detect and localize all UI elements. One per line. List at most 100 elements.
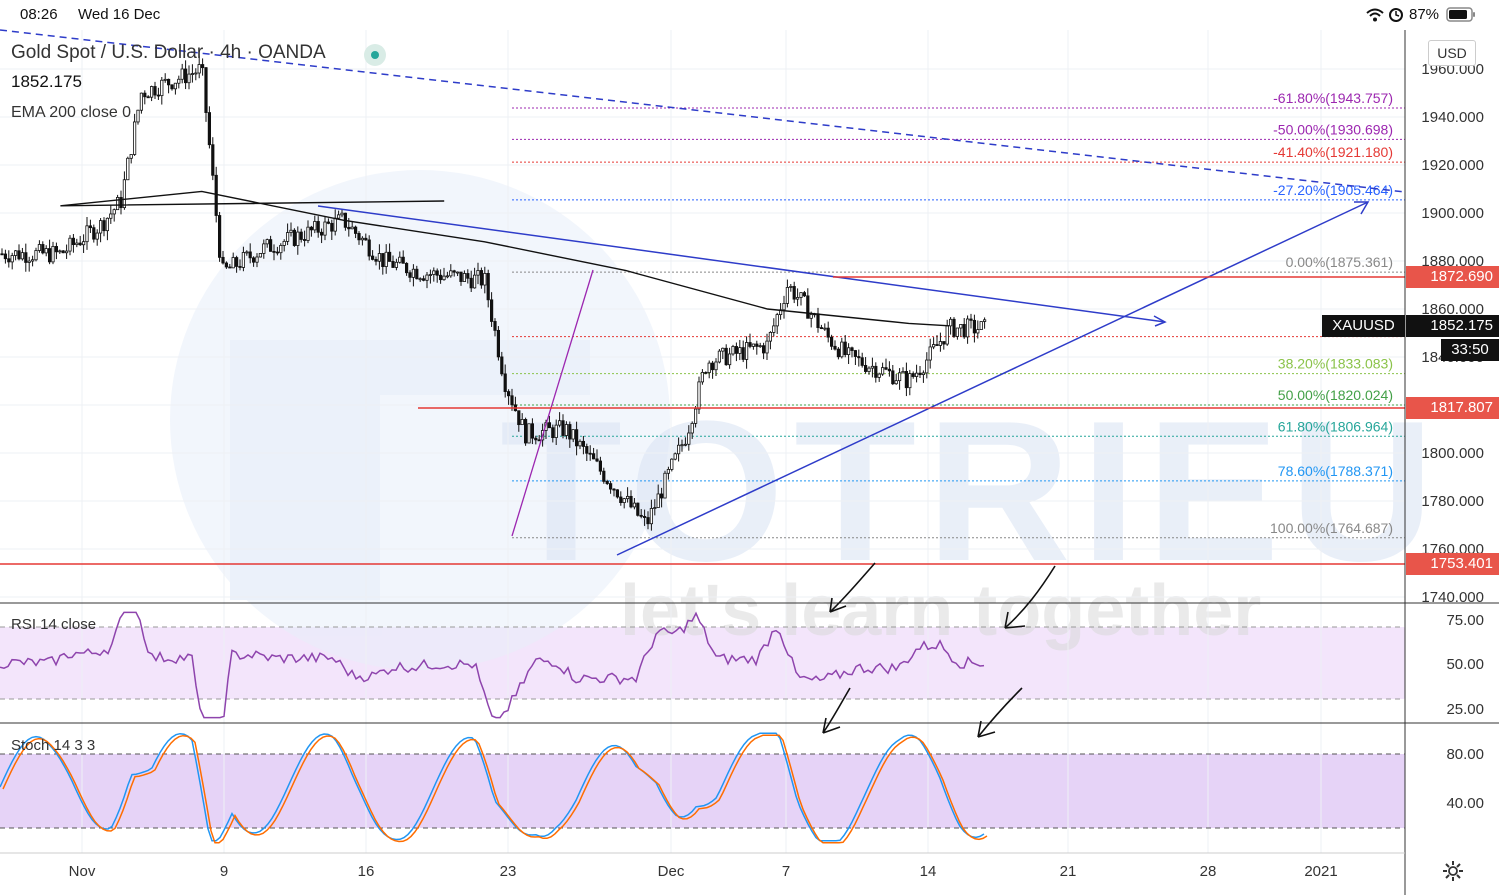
candle-body [833, 345, 837, 350]
candle-body [785, 287, 790, 304]
candle-body [694, 408, 698, 424]
candle-body [626, 495, 630, 500]
rsi-panel-label[interactable]: RSI 14 close [11, 616, 97, 633]
candle-body [558, 420, 562, 426]
candle-body [561, 420, 565, 436]
candle-body [792, 286, 796, 300]
candle-body [796, 297, 800, 300]
currency-button[interactable]: USD [1428, 40, 1476, 66]
arrow-down-icon [977, 687, 1023, 738]
candle-body [928, 346, 932, 361]
candle-body [126, 157, 130, 181]
candle-body [932, 344, 936, 348]
impulse-line[interactable] [511, 269, 594, 537]
wifi-icon [1366, 8, 1384, 22]
candle-body [404, 262, 409, 274]
candle-body [734, 346, 739, 354]
candle-body [258, 253, 263, 258]
candle-body [245, 251, 249, 254]
candle-body [622, 498, 626, 504]
candle-body [129, 154, 133, 159]
candle-body [364, 237, 368, 241]
candle-body [122, 179, 126, 209]
candle-body [578, 440, 582, 447]
candle-body [700, 372, 705, 383]
candle-body [520, 419, 524, 426]
candle-body [221, 256, 225, 264]
candle-body [299, 231, 303, 240]
candle-body [738, 347, 742, 354]
candle-body [194, 72, 198, 75]
candle-body [819, 327, 824, 330]
candle-body [615, 489, 620, 498]
candle-body [449, 270, 453, 277]
candle-body [231, 257, 235, 269]
lower-trendline-arrow [1354, 201, 1370, 215]
candle-body [632, 502, 637, 508]
candle-body [503, 373, 507, 392]
time-axis[interactable]: Nov 9 16 23 Dec 7 14 21 28 2021 [69, 863, 1338, 880]
candle-body [340, 212, 344, 216]
gear-icon[interactable] [1442, 860, 1464, 882]
candle-body [653, 507, 657, 509]
candle-body [592, 453, 596, 460]
candle-body [54, 246, 59, 253]
candle-body [506, 391, 511, 397]
stoch-panel-label[interactable]: Stoch 14 3 3 [11, 737, 96, 754]
lower-trendline[interactable] [616, 201, 1369, 556]
candle-body [935, 344, 939, 346]
candle-body [421, 278, 426, 281]
candle-body [942, 341, 946, 345]
candle-body [864, 365, 868, 372]
symbol-title[interactable]: Gold Spot / U.S. Dollar · 4h · OANDA [11, 42, 326, 63]
candle-body [408, 272, 412, 278]
candle-body [398, 256, 402, 263]
candle-body [234, 257, 239, 267]
candle-body [605, 480, 609, 485]
candle-body [3, 253, 7, 260]
dashed-trendline[interactable] [0, 29, 1406, 193]
candle-body [374, 259, 378, 262]
stoch-tick-label: 80.00 [1446, 746, 1484, 763]
candle-body [65, 250, 69, 254]
candle-body [826, 327, 830, 338]
fibonacci-retracement[interactable]: -61.80%(1943.757) -50.00%(1930.698) -41.40… [512, 90, 1405, 539]
candle-body [721, 347, 725, 352]
candle-body [938, 341, 943, 346]
upper-trendline-arrow [1153, 315, 1167, 327]
arrow-down-icon [1004, 565, 1056, 629]
market-status-icon[interactable] [364, 44, 386, 66]
candle-body [88, 225, 92, 229]
candle-body [282, 240, 286, 246]
candle-body [731, 346, 735, 355]
candle-body [510, 395, 514, 406]
candle-body [309, 226, 314, 231]
candle-body [296, 231, 300, 246]
candle-body [966, 318, 970, 338]
candle-body [177, 78, 181, 84]
watermark-logo [170, 170, 670, 670]
candle-body [17, 250, 21, 260]
candle-body [228, 266, 232, 269]
candle-body [714, 361, 718, 371]
x-tick-label: 23 [500, 863, 517, 880]
battery-percent: 87% [1409, 6, 1440, 23]
rsi-tick-label: 25.00 [1446, 701, 1484, 718]
status-bar: 08:26 Wed 16 Dec 87% [0, 0, 1499, 30]
candle-body [132, 121, 137, 155]
fib-level-label: 38.20%(1833.083) [1278, 356, 1393, 372]
candle-body [816, 313, 820, 328]
upper-trendline[interactable] [317, 205, 1166, 323]
candle-body [99, 220, 103, 234]
candle-body [683, 443, 688, 446]
ema-indicator-label[interactable]: EMA 200 close 0 [11, 104, 132, 121]
candle-body [251, 257, 256, 263]
candle-body [802, 292, 807, 297]
candle-body [214, 174, 218, 216]
candle-body [367, 239, 371, 257]
candle-body [741, 347, 745, 360]
candle-body [401, 256, 405, 264]
candle-body [30, 259, 35, 262]
last-price: 1852.175 [11, 72, 82, 91]
